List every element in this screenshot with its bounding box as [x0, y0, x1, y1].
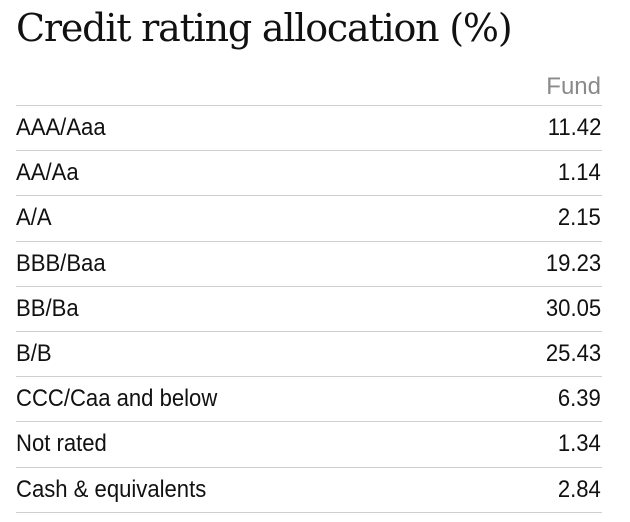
table-row: B/B 25.43	[16, 332, 602, 378]
table-row: AA/Aa 1.14	[16, 151, 602, 197]
table-row: Cash & equivalents 2.84	[16, 468, 602, 513]
row-value: 11.42	[547, 114, 602, 142]
row-value: 25.43	[545, 340, 602, 368]
table-header-row: Fund	[16, 62, 602, 106]
row-label: BB/Ba	[16, 294, 79, 322]
table-row: Not rated 1.34	[16, 422, 602, 468]
row-value: 1.14	[558, 159, 602, 187]
page-title: Credit rating allocation (%)	[16, 6, 513, 50]
table-row: AAA/Aaa 11.42	[16, 106, 602, 152]
row-label: A/A	[16, 204, 52, 232]
row-label: AAA/Aaa	[16, 114, 106, 142]
table-row: BBB/Baa 19.23	[16, 242, 602, 287]
row-label: AA/Aa	[16, 159, 79, 187]
table-row: CCC/Caa and below 6.39	[16, 377, 602, 423]
row-value: 19.23	[545, 249, 602, 277]
row-value: 30.05	[545, 294, 602, 322]
column-header-fund: Fund	[546, 73, 601, 100]
table-row: BB/Ba 30.05	[16, 287, 602, 332]
row-label: B/B	[16, 340, 52, 368]
row-value: 2.84	[558, 475, 602, 503]
allocation-table: Fund AAA/Aaa 11.42 AA/Aa 1.14 A/A 2.15 B…	[16, 62, 602, 513]
row-value: 6.39	[558, 385, 602, 413]
row-value: 1.34	[558, 430, 602, 458]
row-label: Cash & equivalents	[16, 475, 207, 503]
row-label: Not rated	[16, 430, 107, 458]
credit-rating-panel: Credit rating allocation (%) Fund AAA/Aa…	[16, 0, 614, 513]
row-label: BBB/Baa	[16, 249, 106, 277]
table-row: A/A 2.15	[16, 196, 602, 242]
row-value: 2.15	[558, 204, 602, 232]
row-label: CCC/Caa and below	[16, 385, 218, 413]
